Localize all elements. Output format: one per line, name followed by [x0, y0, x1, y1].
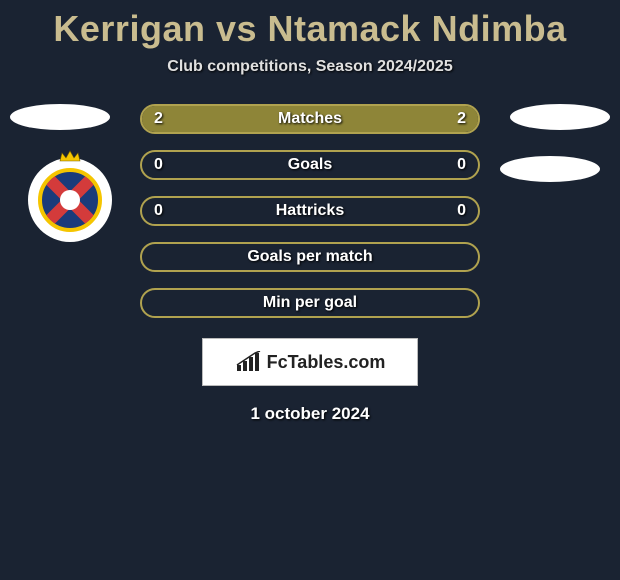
- brand-text: FcTables.com: [267, 352, 386, 373]
- club-crest-icon: [28, 158, 112, 242]
- stat-label: Hattricks: [276, 202, 344, 220]
- page-title: Kerrigan vs Ntamack Ndimba: [0, 0, 620, 50]
- stats-area: 2 Matches 2 0 Goals 0 0 Hattricks 0 Goal…: [0, 104, 620, 424]
- stat-left-value: 0: [154, 156, 163, 174]
- comparison-card: Kerrigan vs Ntamack Ndimba Club competit…: [0, 0, 620, 580]
- stat-right-value: 0: [457, 202, 466, 220]
- placeholder-ellipse: [510, 104, 610, 130]
- stat-label: Goals: [288, 156, 332, 174]
- bar-chart-icon: [235, 351, 261, 373]
- stat-bars: 2 Matches 2 0 Goals 0 0 Hattricks 0 Goal…: [140, 104, 480, 318]
- stat-label: Matches: [278, 110, 342, 128]
- stat-row-min-per-goal: Min per goal: [140, 288, 480, 318]
- stat-right-value: 2: [457, 110, 466, 128]
- stat-row-matches: 2 Matches 2: [140, 104, 480, 134]
- stat-right-value: 0: [457, 156, 466, 174]
- stat-left-value: 0: [154, 202, 163, 220]
- page-subtitle: Club competitions, Season 2024/2025: [0, 58, 620, 76]
- stat-left-value: 2: [154, 110, 163, 128]
- stat-label: Min per goal: [263, 294, 357, 312]
- stat-row-goals: 0 Goals 0: [140, 150, 480, 180]
- stat-label: Goals per match: [247, 248, 372, 266]
- brand-box[interactable]: FcTables.com: [202, 338, 418, 386]
- placeholder-ellipse: [500, 156, 600, 182]
- crown-icon: [59, 150, 81, 162]
- placeholder-ellipse: [10, 104, 110, 130]
- stat-row-hattricks: 0 Hattricks 0: [140, 196, 480, 226]
- footer-date: 1 october 2024: [0, 404, 620, 424]
- stat-row-goals-per-match: Goals per match: [140, 242, 480, 272]
